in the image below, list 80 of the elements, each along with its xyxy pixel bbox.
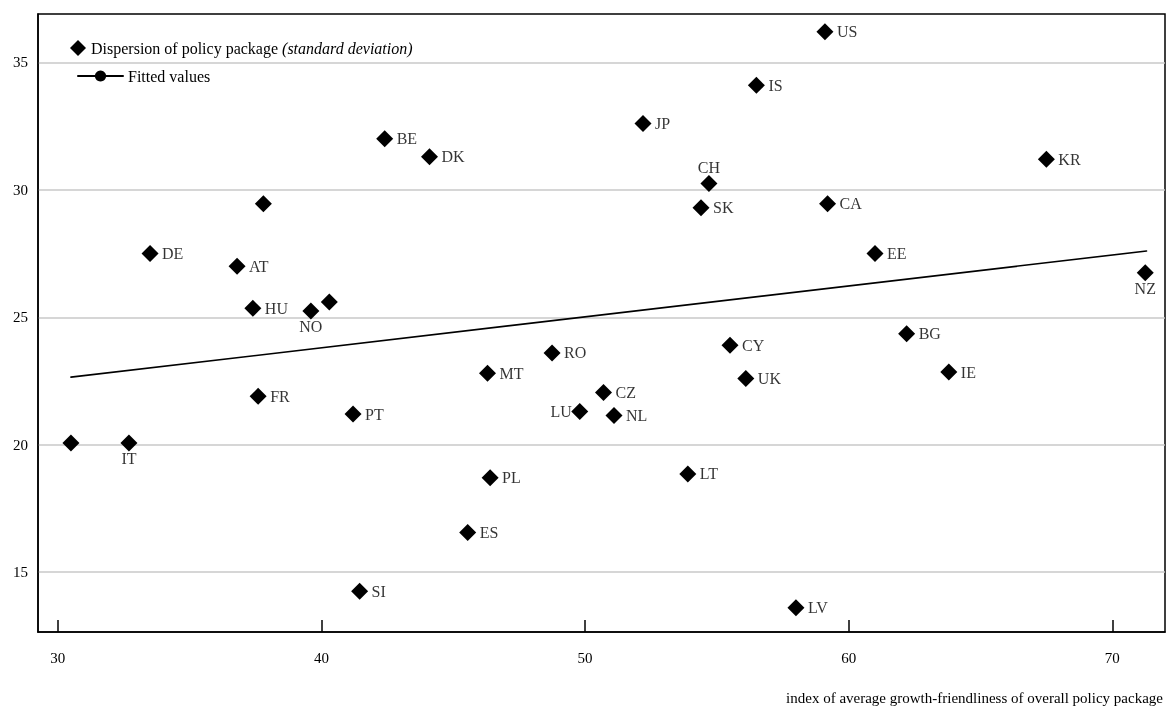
point [478,364,496,382]
annotation: SK [713,199,734,217]
annotation: DK [441,148,466,166]
annotation: BG [918,325,942,343]
point [1136,264,1154,282]
annotation: DE [162,245,184,263]
y-tick-label: 20 [13,436,28,453]
annotation: RO [564,344,587,362]
point [302,302,320,320]
annotation: FR [270,387,291,405]
annotation: LV [807,599,829,617]
point [787,599,805,617]
point [254,195,272,213]
annotation: LT [699,465,719,483]
point [866,245,884,263]
y-tick-label: 15 [13,564,28,581]
point [737,369,755,387]
annotation: PT [365,405,384,423]
x-tick-label: 50 [577,649,593,666]
annotation: SI [371,582,386,600]
annotation: IT [121,450,137,468]
point [120,434,138,452]
annotation: UK [757,369,782,387]
point [679,465,697,483]
point [249,387,267,405]
point [141,245,159,263]
annotation: IE [960,363,976,381]
point [721,336,739,354]
point [320,293,338,311]
annotation: CZ [615,383,636,401]
point [228,257,246,275]
annotation: EE [887,245,907,263]
point [571,403,589,421]
x-axis-title: index of average growth-friendliness of overall policy package [786,689,1164,706]
point [459,524,477,542]
x-tick-label: 40 [313,649,329,666]
annotation: PL [502,469,521,487]
x-tick-label: 30 [50,649,66,666]
annotation: CY [742,336,765,354]
annotation: HU [264,299,289,317]
annotation: MT [499,364,524,382]
point [62,434,80,452]
x-tick-label: 70 [1104,649,1120,666]
legend-label: Dispersion of policy package (standard deviation) [91,39,413,58]
point [700,174,718,192]
y-tick-label: 25 [13,309,28,326]
annotation: CH [697,158,721,176]
point [244,299,262,317]
point [351,582,369,600]
annotation: NZ [1134,280,1156,298]
annotation: LU [550,403,573,421]
point [1037,150,1055,168]
point [344,405,362,423]
x-tick-label: 60 [841,649,857,666]
legend-label: Fitted values [128,67,211,85]
point [692,199,710,217]
annotation: CA [839,195,863,213]
point [605,406,623,424]
annotation: IS [768,76,783,94]
y-tick-label: 30 [13,181,28,198]
y-tick-label: 35 [13,54,28,71]
point [594,383,612,401]
annotation: JP [655,115,671,133]
point [747,76,765,94]
point [816,23,834,41]
annotation: AT [249,257,269,275]
annotation: US [836,23,858,41]
point [376,130,394,148]
annotation: ES [479,524,499,542]
annotation: BE [396,130,418,148]
point [543,344,561,362]
point [940,363,958,381]
point [481,469,499,487]
point [634,115,652,133]
annotation: KR [1058,150,1081,168]
annotation: NO [299,318,323,336]
point [420,148,438,166]
point [819,195,837,213]
point [898,325,916,343]
annotation: NL [626,406,648,424]
